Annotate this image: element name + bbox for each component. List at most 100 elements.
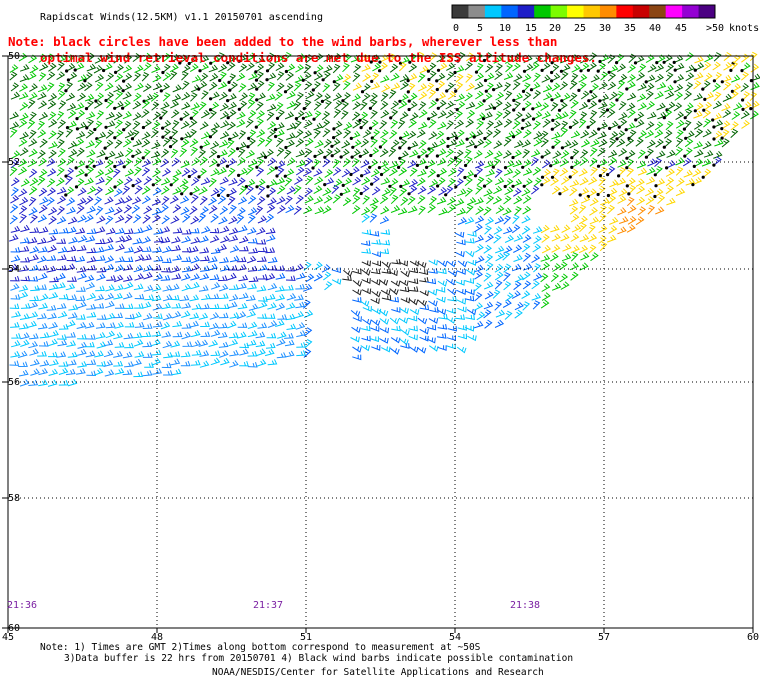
wind-barb: [627, 177, 636, 187]
quality-flag-dot: [436, 106, 440, 110]
wind-barb: [65, 283, 76, 291]
wind-barb: [267, 128, 277, 139]
wind-barb: [542, 168, 552, 178]
wind-barb: [29, 83, 38, 92]
wind-barb: [313, 72, 324, 81]
wind-barb: [210, 168, 220, 177]
wind-barb: [560, 70, 569, 81]
wind-barb: [208, 263, 218, 271]
wind-barb: [324, 177, 335, 186]
wind-barb: [68, 312, 78, 319]
wind-barb: [492, 196, 503, 205]
wind-barb: [332, 167, 342, 176]
wind-barb: [68, 149, 78, 158]
wind-barb: [303, 130, 313, 139]
wind-barb: [712, 61, 721, 71]
wind-barb: [65, 368, 76, 376]
wind-barb: [151, 120, 161, 130]
quality-flag-dot: [122, 165, 126, 169]
wind-barb: [684, 102, 694, 111]
wind-barb: [105, 322, 116, 329]
wind-barb: [503, 226, 513, 235]
wind-barb: [644, 130, 655, 139]
quality-flag-dot: [511, 155, 515, 160]
wind-barb: [227, 272, 237, 281]
wind-barb: [123, 195, 133, 204]
wind-barb: [285, 302, 296, 310]
wind-barb: [29, 295, 40, 302]
wind-barb: [570, 130, 581, 139]
wind-barb: [362, 83, 371, 93]
wind-barb: [265, 313, 276, 319]
quality-flag-dot: [712, 125, 716, 129]
wind-barb: [77, 121, 87, 130]
wind-barb: [419, 290, 429, 297]
wind-barb: [257, 215, 267, 224]
wind-barb: [647, 158, 657, 167]
quality-flag-dot: [247, 136, 251, 140]
wind-barb: [305, 137, 314, 147]
wind-barb: [322, 82, 331, 93]
wind-barb: [142, 313, 153, 321]
wind-barb: [464, 92, 473, 102]
wind-barb: [626, 196, 635, 207]
wind-barb: [636, 185, 646, 195]
quality-flag-dot: [482, 58, 486, 63]
wind-barb: [296, 330, 306, 338]
wind-barb: [579, 157, 589, 166]
wind-barb: [153, 313, 163, 319]
wind-barb: [94, 74, 105, 83]
wind-barb: [18, 291, 29, 299]
wind-barb: [304, 148, 313, 158]
legend-label: >50: [706, 23, 724, 34]
wind-barb: [248, 276, 259, 283]
wind-barb: [134, 303, 144, 309]
wind-barb: [170, 265, 181, 273]
wind-barb: [359, 300, 370, 307]
quality-flag-dot: [684, 136, 688, 140]
wind-barb: [218, 283, 229, 292]
wind-barb: [29, 227, 40, 233]
wind-barb: [493, 150, 503, 159]
wind-barb: [664, 84, 674, 93]
wind-barb: [636, 160, 647, 169]
wind-barb: [114, 264, 124, 272]
wind-barb: [437, 260, 448, 268]
wind-barb: [67, 109, 77, 119]
wind-barb: [532, 300, 541, 310]
wind-barb: [417, 158, 427, 166]
wind-barb: [570, 213, 580, 223]
wind-barb: [245, 118, 254, 128]
wind-barb: [505, 62, 514, 73]
wind-barb: [180, 110, 190, 120]
wind-barb: [380, 177, 391, 185]
quality-flag-dot: [189, 192, 193, 196]
wind-barb: [95, 92, 105, 102]
wind-barb: [341, 140, 351, 149]
quality-flag-dot: [568, 175, 572, 179]
wind-barb: [381, 346, 391, 353]
wind-barb: [228, 227, 239, 235]
wind-barb: [456, 289, 467, 295]
wind-barb: [628, 184, 637, 195]
wind-barb: [646, 74, 656, 83]
wind-barb: [473, 302, 484, 311]
wind-barb: [466, 109, 476, 119]
wind-barb: [522, 252, 532, 262]
quality-flag-dot: [720, 80, 724, 84]
wind-barb: [267, 359, 278, 366]
wind-barb: [229, 245, 240, 253]
wind-barb: [341, 168, 351, 178]
wind-barb: [264, 348, 275, 357]
wind-barb: [730, 128, 739, 138]
wind-barb: [352, 101, 362, 111]
quality-flag-dot: [559, 69, 564, 73]
wind-barb: [590, 166, 598, 177]
wind-barb: [228, 234, 239, 242]
quality-flag-dot: [226, 61, 230, 65]
wind-barb: [180, 160, 190, 168]
wind-barb: [628, 53, 637, 63]
wind-barb: [588, 244, 597, 254]
wind-barb: [400, 297, 410, 304]
wind-barb: [361, 335, 371, 342]
